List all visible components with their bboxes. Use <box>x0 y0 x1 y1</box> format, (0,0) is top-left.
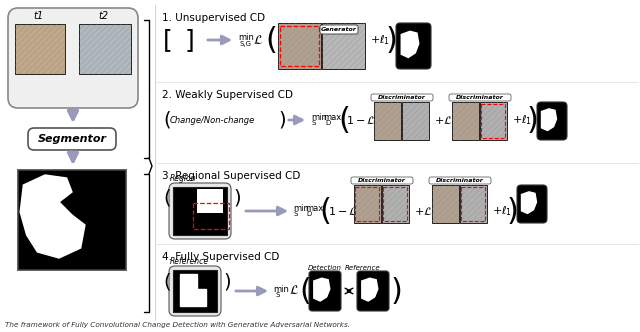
Text: $1-\mathcal{L}$: $1-\mathcal{L}$ <box>346 114 376 126</box>
Text: Generator: Generator <box>321 27 357 32</box>
Text: Discriminator: Discriminator <box>378 95 426 100</box>
Polygon shape <box>541 109 557 130</box>
Text: (: ( <box>163 111 170 129</box>
Text: Discriminator: Discriminator <box>456 95 504 100</box>
Bar <box>432 185 459 223</box>
Text: ): ) <box>278 111 285 129</box>
Bar <box>481 104 505 138</box>
Bar <box>173 187 227 235</box>
Text: $\mathcal{L}$: $\mathcal{L}$ <box>253 34 263 46</box>
Text: S: S <box>275 292 280 298</box>
Bar <box>383 187 407 221</box>
Text: ): ) <box>223 273 230 291</box>
Bar <box>374 102 401 140</box>
Text: 3. Regional Supervised CD: 3. Regional Supervised CD <box>162 171 300 181</box>
Text: (: ( <box>163 189 170 208</box>
FancyBboxPatch shape <box>371 94 433 101</box>
Bar <box>460 185 487 223</box>
Text: min: min <box>311 113 327 122</box>
Polygon shape <box>20 175 85 258</box>
FancyBboxPatch shape <box>320 25 358 34</box>
Text: t1: t1 <box>33 11 43 21</box>
Text: S,G: S,G <box>240 41 252 47</box>
Text: ): ) <box>391 277 403 305</box>
Bar <box>173 270 217 312</box>
Text: The framework of Fully Convolutional Change Detection with Generative Adversaria: The framework of Fully Convolutional Cha… <box>5 322 350 328</box>
Text: $\mathcal{L}$: $\mathcal{L}$ <box>289 285 299 297</box>
Polygon shape <box>180 274 206 306</box>
Text: min: min <box>293 204 309 213</box>
Text: min: min <box>238 33 254 42</box>
Text: (: ( <box>265 26 277 54</box>
Bar <box>278 23 321 69</box>
Bar <box>480 102 507 140</box>
FancyBboxPatch shape <box>351 177 413 184</box>
Bar <box>382 185 409 223</box>
Text: 4. Fully Supervised CD: 4. Fully Supervised CD <box>162 252 280 262</box>
Bar <box>461 187 485 221</box>
Polygon shape <box>401 31 419 57</box>
Text: ]: ] <box>185 28 195 52</box>
Text: (: ( <box>338 106 350 134</box>
Text: $+\mathcal{L}$: $+\mathcal{L}$ <box>414 205 433 217</box>
Bar <box>354 185 381 223</box>
Text: S: S <box>294 211 298 217</box>
FancyBboxPatch shape <box>28 128 116 150</box>
Bar <box>355 187 379 221</box>
Text: Discriminator: Discriminator <box>358 178 406 183</box>
Bar <box>280 26 319 66</box>
Text: (: ( <box>163 273 170 291</box>
Text: (: ( <box>299 277 311 305</box>
Polygon shape <box>314 278 330 301</box>
Bar <box>15 24 65 74</box>
Text: Reference: Reference <box>170 257 209 266</box>
FancyBboxPatch shape <box>169 183 231 239</box>
FancyBboxPatch shape <box>357 271 389 311</box>
Bar <box>193 203 229 229</box>
Text: ): ) <box>233 189 241 208</box>
FancyBboxPatch shape <box>309 271 341 311</box>
FancyBboxPatch shape <box>517 185 547 223</box>
Text: $1-\mathcal{L}$: $1-\mathcal{L}$ <box>328 205 358 217</box>
Text: 1. Unsupervised CD: 1. Unsupervised CD <box>162 13 265 23</box>
Text: D: D <box>325 120 330 126</box>
Text: max: max <box>323 113 341 122</box>
Text: max: max <box>305 204 323 213</box>
FancyBboxPatch shape <box>169 266 221 316</box>
FancyBboxPatch shape <box>537 102 567 140</box>
Text: D: D <box>306 211 311 217</box>
Bar <box>452 102 479 140</box>
Bar <box>197 189 223 213</box>
Polygon shape <box>362 278 378 301</box>
FancyBboxPatch shape <box>429 177 491 184</box>
Text: Reference: Reference <box>345 265 381 271</box>
Text: ): ) <box>386 26 398 54</box>
Text: $+ \ell_1$: $+ \ell_1$ <box>370 33 390 47</box>
Text: $+ \ell_1$: $+ \ell_1$ <box>512 113 532 127</box>
Polygon shape <box>522 192 536 213</box>
Text: 2. Weakly Supervised CD: 2. Weakly Supervised CD <box>162 90 293 100</box>
Bar <box>18 170 126 270</box>
FancyBboxPatch shape <box>449 94 511 101</box>
Text: min: min <box>273 285 289 294</box>
Text: Segmentor: Segmentor <box>38 134 106 144</box>
Text: S: S <box>312 120 316 126</box>
Text: ): ) <box>527 106 539 134</box>
Text: Region: Region <box>170 174 196 183</box>
Text: t2: t2 <box>98 11 108 21</box>
Bar <box>79 24 131 74</box>
Text: Discriminator: Discriminator <box>436 178 484 183</box>
FancyBboxPatch shape <box>396 23 431 69</box>
Text: $+\mathcal{L}$: $+\mathcal{L}$ <box>434 114 452 126</box>
Text: (: ( <box>319 197 331 225</box>
Text: $+ \ell_1$: $+ \ell_1$ <box>492 204 512 218</box>
Bar <box>322 23 365 69</box>
Text: [: [ <box>163 28 173 52</box>
FancyBboxPatch shape <box>8 8 138 108</box>
Bar <box>402 102 429 140</box>
Text: Change/Non-change: Change/Non-change <box>170 116 255 124</box>
Text: ): ) <box>507 197 519 225</box>
Text: Detection: Detection <box>308 265 342 271</box>
